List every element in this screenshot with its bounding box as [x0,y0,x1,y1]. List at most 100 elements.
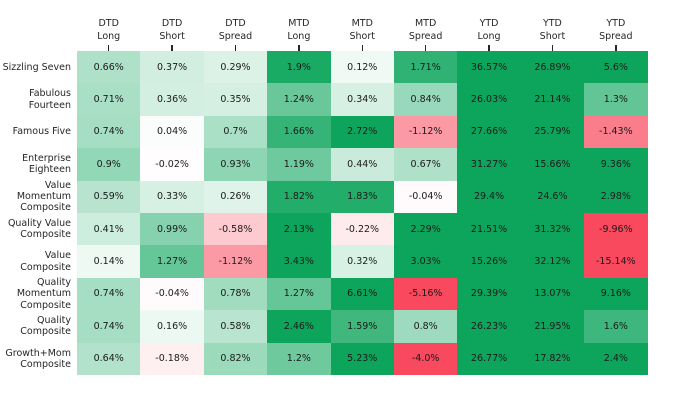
heatmap-cell: -0.58% [203,212,268,246]
heatmap-cell: 26.23% [457,310,521,343]
row-label: Enterprise Eighteen [22,153,71,176]
heatmap-cell: 29.4% [457,180,521,213]
heatmap-cell: -1.43% [584,115,648,149]
row-label: Fabulous Fourteen [28,88,71,111]
heatmap-cell: 27.66% [457,115,521,149]
row-label: Quality Momentum Composite [16,277,71,311]
axis-tick [171,45,173,51]
heatmap-cell: -0.18% [140,342,204,375]
heatmap-cell: 15.26% [457,245,521,278]
heatmap-cell: 2.46% [267,310,331,343]
heatmap-cell: 1.59% [330,310,394,343]
heatmap-cell: 13.07% [520,277,585,311]
heatmap-cell: 21.95% [520,310,585,343]
heatmap-cell: -1.12% [203,245,268,278]
heatmap-cell: 0.9% [77,148,141,181]
heatmap-cell: -0.22% [330,212,394,246]
heatmap-cell: 0.74% [77,310,141,343]
heatmap-cell: 2.72% [330,115,394,149]
heatmap-cell: 0.74% [77,277,141,311]
heatmap-cell: 1.71% [393,51,458,84]
axis-tick [615,45,617,51]
heatmap-cell: 25.79% [520,115,585,149]
heatmap-cell: 5.23% [330,342,394,375]
heatmap-cell: 1.3% [584,83,648,116]
heatmap-cell: 0.64% [77,342,141,375]
heatmap-cell: 9.36% [584,148,648,181]
heatmap-cell: 0.71% [77,83,141,116]
heatmap-cell: 31.27% [457,148,521,181]
heatmap-cell: 29.39% [457,277,521,311]
heatmap-cell: 21.14% [520,83,585,116]
axis-tick [551,45,554,51]
heatmap-cell: -5.16% [393,277,458,311]
heatmap-cell: 0.14% [77,245,141,278]
axis-tick [298,45,300,51]
heatmap-cell: 31.32% [520,212,585,246]
row-label: Quality Composite [20,315,71,338]
row-label: Value Composite [20,250,71,273]
heatmap-cell: 2.98% [584,180,648,213]
axis-tick [361,45,363,51]
axis-tick [424,45,427,51]
axis-tick [234,45,237,51]
heatmap-cell: 1.6% [584,310,648,343]
heatmap-cell: 3.03% [393,245,458,278]
heatmap-cell: 0.41% [77,212,141,246]
column-header-label: MTD Spread [408,18,443,42]
heatmap-cell: 1.66% [267,115,331,149]
heatmap-cell: 1.27% [140,245,204,278]
heatmap-cell: 0.34% [330,83,394,116]
heatmap-cell: 1.83% [330,180,394,213]
heatmap-cell: 0.29% [203,51,268,84]
heatmap-cell: 0.99% [140,212,204,246]
column-header-label: YTD Short [539,18,566,42]
heatmap-cell: 1.24% [267,83,331,116]
heatmap-cell: 32.12% [520,245,585,278]
column-header-ytd-spread: YTD Spread [584,0,647,51]
column-header-label: YTD Long [477,18,501,42]
axis-corner [0,0,77,51]
heatmap-cell: 0.04% [140,115,204,149]
heatmap-cell: -15.14% [584,245,648,278]
heatmap-grid: DTD Long DTD Short DTD Spread MTD Long MTD S… [0,0,648,375]
row-label: Quality Value Composite [7,217,71,241]
column-header-mtd-long: MTD Long [267,0,330,51]
heatmap-cell: 26.77% [457,342,521,375]
column-header-dtd-spread: DTD Spread [204,0,267,51]
row-label: Famous Five [12,126,71,138]
heatmap-cell: 0.58% [203,310,268,343]
column-header-mtd-short: MTD Short [331,0,394,51]
heatmap-cell: 36.57% [457,51,521,84]
heatmap-cell: -1.12% [393,115,458,149]
heatmap-cell: 2.29% [393,212,458,246]
column-header-label: DTD Spread [218,18,253,42]
heatmap-cell: 0.44% [330,148,394,181]
heatmap-cell: 0.32% [330,245,394,278]
heatmap-cell: 1.27% [267,277,331,311]
heatmap-cell: 0.8% [393,310,458,343]
heatmap-cell: 0.35% [203,83,268,116]
heatmap-cell: 21.51% [457,212,521,246]
column-header-label: YTD Spread [599,18,633,42]
column-header-dtd-short: DTD Short [140,0,203,51]
heatmap-cell: 0.36% [140,83,204,116]
column-header-mtd-spread: MTD Spread [394,0,457,51]
heatmap-cell: 0.84% [393,83,458,116]
heatmap-cell: -9.96% [584,212,648,246]
heatmap-cell: 0.26% [203,180,268,213]
heatmap-cell: 0.12% [330,51,394,84]
column-header-ytd-short: YTD Short [521,0,584,51]
column-header-ytd-long: YTD Long [457,0,520,51]
heatmap-cell: 6.61% [330,277,394,311]
column-header-dtd-long: DTD Long [77,0,140,51]
heatmap-cell: -0.04% [140,277,204,311]
axis-tick [108,45,110,51]
heatmap-cell: 0.66% [77,51,141,84]
column-header-label: DTD Long [97,18,121,42]
heatmap-cell: 0.16% [140,310,204,343]
heatmap-cell: 0.78% [203,277,268,311]
column-header-label: MTD Short [349,18,376,42]
heatmap-cell: 26.89% [520,51,585,84]
heatmap-cell: 0.7% [203,115,268,149]
